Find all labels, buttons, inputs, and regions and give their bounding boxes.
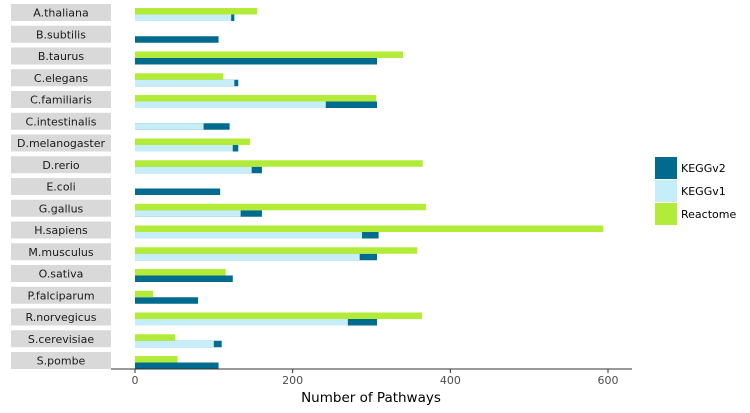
strip-h-sapiens bbox=[11, 221, 111, 239]
bar-reactome-b-taurus bbox=[135, 51, 404, 58]
legend: KEGGv2 KEGGv1 Reactome bbox=[655, 157, 736, 225]
strip-s-pombe bbox=[11, 352, 111, 369]
bar-keggv1-c-elegans bbox=[135, 79, 235, 87]
strip-s-cerevisiae bbox=[11, 330, 111, 348]
bar-reactome-d-melanogaster bbox=[135, 138, 251, 145]
bar-keggv2-s-pombe bbox=[135, 362, 219, 369]
x-tick-label-400: 400 bbox=[440, 374, 461, 387]
facet-strips: A.thaliana B.subtilis B.taurus C.elegans C.f… bbox=[11, 4, 111, 369]
legend-key-keggv2 bbox=[655, 157, 677, 179]
bar-reactome-c-familiaris bbox=[135, 95, 377, 102]
bar-keggv2-e-coli bbox=[135, 188, 221, 195]
strip-label-r-norvegicus: R.norvegicus bbox=[25, 311, 96, 324]
bar-keggv2-o-sativa bbox=[135, 275, 233, 282]
bar-keggv1-g-gallus bbox=[135, 210, 241, 217]
bar-reactome-c-elegans bbox=[135, 73, 224, 80]
bar-reactome-h-sapiens bbox=[135, 225, 604, 232]
bar-reactome-s-cerevisiae bbox=[135, 334, 176, 341]
strip-label-o-sativa: O.sativa bbox=[39, 268, 84, 281]
bar-keggv1-m-musculus bbox=[135, 253, 360, 261]
legend-label-reactome: Reactome bbox=[681, 208, 736, 221]
strip-label-c-intestinalis: C.intestinalis bbox=[26, 115, 97, 128]
bar-keggv1-r-norvegicus bbox=[135, 319, 348, 326]
bar-keggv1-d-melanogaster bbox=[135, 145, 233, 152]
bar-keggv2-b-taurus bbox=[135, 58, 378, 65]
strip-label-d-melanogaster: D.melanogaster bbox=[17, 137, 105, 150]
strip-o-sativa bbox=[11, 265, 111, 282]
x-axis: 0 200 400 600 bbox=[111, 368, 632, 387]
legend-key-keggv1 bbox=[655, 180, 677, 202]
bar-keggv1-a-thaliana bbox=[135, 14, 232, 21]
strip-d-rerio bbox=[11, 156, 111, 174]
bar-reactome-a-thaliana bbox=[135, 8, 258, 15]
strip-g-gallus bbox=[11, 199, 111, 217]
legend-label-keggv1: KEGGv1 bbox=[681, 185, 726, 198]
strip-c-familiaris bbox=[11, 91, 111, 108]
bar-keggv1-c-familiaris bbox=[135, 101, 326, 108]
legend-label-keggv2: KEGGv2 bbox=[681, 162, 726, 175]
x-tick-label-600: 600 bbox=[598, 374, 619, 387]
strip-label-e-coli: E.coli bbox=[46, 181, 75, 194]
strip-label-b-subtilis: B.subtilis bbox=[36, 28, 86, 41]
bar-reactome-g-gallus bbox=[135, 203, 426, 211]
strip-label-c-elegans: C.elegans bbox=[34, 72, 88, 85]
bar-reactome-d-rerio bbox=[135, 160, 423, 167]
bar-keggv2-b-subtilis bbox=[135, 36, 219, 43]
strip-b-subtilis bbox=[11, 25, 111, 43]
strip-b-taurus bbox=[11, 47, 111, 65]
bar-keggv1-h-sapiens bbox=[135, 232, 363, 239]
bar-reactome-s-pombe bbox=[135, 356, 178, 363]
bars bbox=[135, 8, 604, 369]
strip-label-a-thaliana: A.thaliana bbox=[33, 7, 88, 20]
strip-p-falciparum bbox=[11, 286, 111, 304]
bar-keggv1-c-intestinalis bbox=[135, 123, 204, 130]
strip-c-elegans bbox=[11, 69, 111, 87]
bar-reactome-o-sativa bbox=[135, 269, 226, 276]
bar-keggv1-d-rerio bbox=[135, 166, 252, 174]
strip-e-coli bbox=[11, 178, 111, 195]
bar-keggv1-s-cerevisiae bbox=[135, 340, 214, 348]
x-tick-label-200: 200 bbox=[282, 374, 303, 387]
strip-a-thaliana bbox=[11, 4, 111, 21]
bar-reactome-m-musculus bbox=[135, 247, 418, 254]
x-tick-label-0: 0 bbox=[132, 374, 139, 387]
strip-label-g-gallus: G.gallus bbox=[39, 202, 84, 215]
bar-keggv2-p-falciparum bbox=[135, 297, 199, 304]
strip-label-h-sapiens: H.sapiens bbox=[34, 224, 88, 237]
strip-label-b-taurus: B.taurus bbox=[38, 50, 85, 63]
strip-label-c-familiaris: C.familiaris bbox=[30, 94, 92, 107]
x-axis-label: Number of Pathways bbox=[301, 390, 441, 406]
strip-m-musculus bbox=[11, 243, 111, 261]
strip-label-s-pombe: S.pombe bbox=[37, 355, 86, 368]
strip-label-s-cerevisiae: S.cerevisiae bbox=[28, 333, 94, 346]
legend-key-reactome bbox=[655, 203, 677, 225]
strip-label-d-rerio: D.rerio bbox=[42, 159, 80, 172]
strip-label-p-falciparum: P.falciparum bbox=[27, 289, 94, 302]
strip-r-norvegicus bbox=[11, 308, 111, 326]
bar-reactome-r-norvegicus bbox=[135, 312, 422, 319]
strip-label-m-musculus: M.musculus bbox=[28, 246, 93, 259]
bar-reactome-p-falciparum bbox=[135, 290, 154, 298]
strip-d-melanogaster bbox=[11, 134, 111, 152]
strip-c-intestinalis bbox=[11, 112, 111, 130]
